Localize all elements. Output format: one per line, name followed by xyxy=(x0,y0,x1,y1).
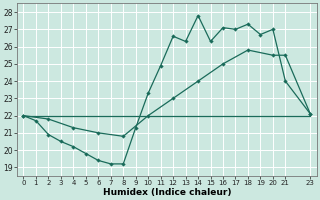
X-axis label: Humidex (Indice chaleur): Humidex (Indice chaleur) xyxy=(103,188,231,197)
